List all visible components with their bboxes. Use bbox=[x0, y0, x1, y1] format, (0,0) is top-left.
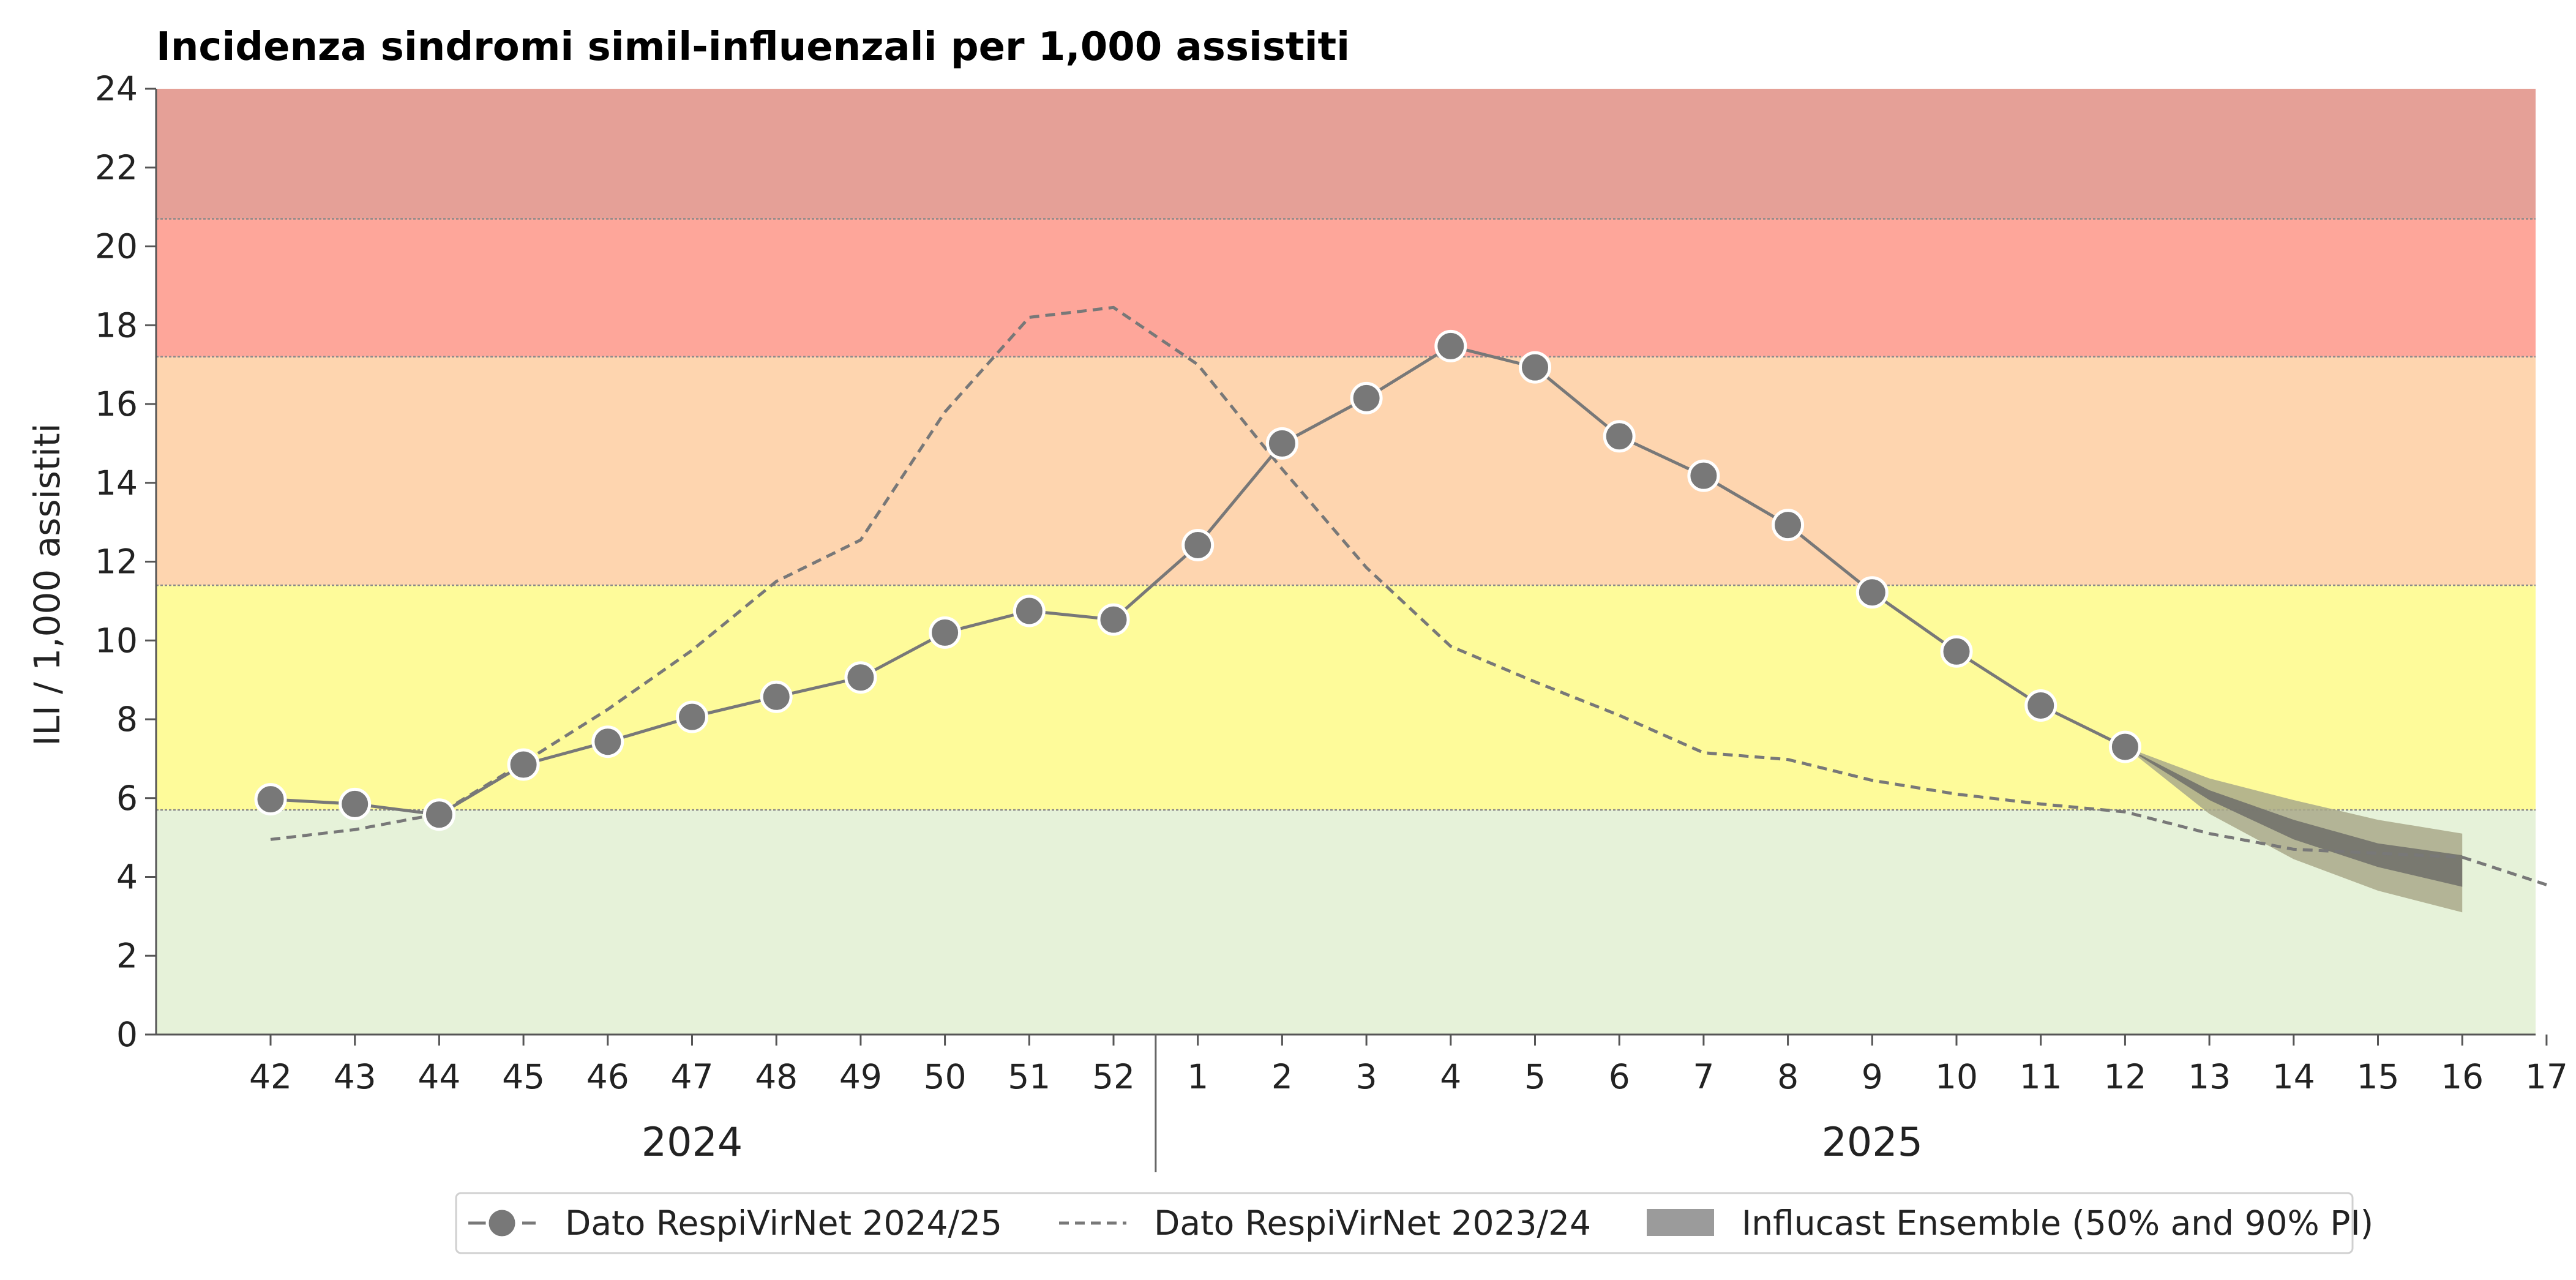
y-tick-label: 2 bbox=[116, 936, 138, 975]
series-2024-25 bbox=[254, 329, 2141, 831]
data-point-2024-25 bbox=[339, 787, 372, 820]
x-tick-label: 16 bbox=[2441, 1057, 2484, 1096]
x-tick-label: 15 bbox=[2357, 1057, 2400, 1096]
x-tick-label: 14 bbox=[2272, 1057, 2315, 1096]
data-point-2024-25 bbox=[591, 725, 624, 758]
x-tick-label: 43 bbox=[334, 1057, 376, 1096]
x-tick-label: 45 bbox=[502, 1057, 545, 1096]
data-point-2024-25 bbox=[1265, 427, 1298, 460]
forecast-pi50-band bbox=[2125, 747, 2463, 887]
x-tick-label: 47 bbox=[671, 1057, 714, 1096]
legend-current-marker bbox=[485, 1207, 519, 1240]
x-tick-label: 44 bbox=[417, 1057, 460, 1096]
year-label: 2024 bbox=[642, 1120, 743, 1166]
data-point-2024-25 bbox=[760, 680, 793, 713]
y-tick-label: 20 bbox=[95, 227, 138, 266]
data-point-2024-25 bbox=[507, 748, 540, 781]
legend-current-label: Dato RespiVirNet 2024/25 bbox=[565, 1203, 1002, 1243]
data-point-2024-25 bbox=[1687, 459, 1720, 492]
y-tick-label: 16 bbox=[95, 384, 138, 424]
x-tick-label: 2 bbox=[1271, 1057, 1293, 1096]
x-tick-label: 17 bbox=[2525, 1057, 2568, 1096]
intensity-band-3 bbox=[156, 219, 2536, 357]
x-tick-label: 46 bbox=[586, 1057, 629, 1096]
x-tick-label: 7 bbox=[1693, 1057, 1714, 1096]
intensity-band-1 bbox=[156, 585, 2536, 810]
legend-forecast-label: Influcast Ensemble (50% and 90% PI) bbox=[1742, 1203, 2373, 1243]
series-2023-24 bbox=[270, 305, 2547, 886]
x-tick-label: 42 bbox=[249, 1057, 292, 1096]
intensity-band-0 bbox=[156, 810, 2536, 1035]
legend-forecast-swatch bbox=[1647, 1209, 1714, 1236]
data-point-2024-25 bbox=[422, 798, 455, 831]
x-tick-label: 9 bbox=[1862, 1057, 1883, 1096]
data-point-2024-25 bbox=[1603, 420, 1636, 453]
y-tick-label: 24 bbox=[95, 69, 138, 108]
chart-title: Incidenza sindromi simil-influenzali per… bbox=[156, 24, 1350, 70]
data-point-2024-25 bbox=[2108, 730, 2141, 763]
data-point-2024-25 bbox=[1940, 635, 1973, 668]
x-tick-label: 11 bbox=[2020, 1057, 2062, 1096]
y-axis-label: ILI / 1,000 assistiti bbox=[26, 423, 68, 746]
x-axis: 42 43 44 45 46 47 48 49 50 51 52 1 2 3 4 5 6 7 8 9 10 11 12 13 1… bbox=[156, 1033, 2568, 1172]
x-tick-label: 5 bbox=[1524, 1057, 1546, 1096]
x-tick-label: 8 bbox=[1777, 1057, 1799, 1096]
series-line-2023-24 bbox=[270, 305, 2547, 886]
data-point-2024-25 bbox=[676, 700, 708, 733]
intensity-band-2 bbox=[156, 356, 2536, 586]
y-tick-label: 12 bbox=[95, 542, 138, 582]
data-point-2024-25 bbox=[1772, 509, 1805, 542]
y-tick-label: 4 bbox=[116, 858, 138, 897]
x-tick-label: 13 bbox=[2188, 1057, 2231, 1096]
data-point-2024-25 bbox=[1350, 381, 1383, 414]
y-tick-label: 10 bbox=[95, 621, 138, 660]
intensity-band-4 bbox=[156, 89, 2536, 219]
x-tick-label: 4 bbox=[1440, 1057, 1461, 1096]
data-point-2024-25 bbox=[929, 616, 962, 649]
legend-box bbox=[455, 1192, 2354, 1254]
x-tick-label: 49 bbox=[839, 1057, 882, 1096]
x-tick-label: 12 bbox=[2103, 1057, 2146, 1096]
x-tick-label: 50 bbox=[924, 1057, 967, 1096]
forecast-bands bbox=[2125, 747, 2463, 913]
legend: Dato RespiVirNet 2024/25 Dato RespiVirNe… bbox=[455, 1192, 2373, 1254]
y-tick-label: 6 bbox=[116, 779, 138, 818]
x-tick-label: 52 bbox=[1092, 1057, 1135, 1096]
y-tick-label: 8 bbox=[116, 700, 138, 739]
y-tick-label: 18 bbox=[95, 305, 138, 345]
data-point-2024-25 bbox=[844, 661, 877, 694]
data-point-2024-25 bbox=[1181, 528, 1215, 561]
x-tick-label: 1 bbox=[1187, 1057, 1208, 1096]
data-point-2024-25 bbox=[1519, 351, 1551, 384]
x-tick-label: 51 bbox=[1008, 1057, 1050, 1096]
data-point-2024-25 bbox=[254, 783, 287, 816]
data-point-2024-25 bbox=[2024, 689, 2057, 722]
y-tick-label: 22 bbox=[95, 148, 138, 187]
x-tick-label: 10 bbox=[1935, 1057, 1978, 1096]
intensity-bands bbox=[156, 89, 2536, 1035]
data-point-2024-25 bbox=[1013, 594, 1046, 627]
y-tick-label: 0 bbox=[116, 1015, 138, 1054]
legend-previous-label: Dato RespiVirNet 2023/24 bbox=[1154, 1203, 1591, 1243]
x-tick-label: 6 bbox=[1609, 1057, 1630, 1096]
x-tick-label: 48 bbox=[755, 1057, 798, 1096]
y-tick-label: 14 bbox=[95, 463, 138, 503]
data-point-2024-25 bbox=[1855, 576, 1889, 609]
year-label: 2025 bbox=[1822, 1120, 1923, 1166]
data-point-2024-25 bbox=[1434, 329, 1467, 362]
data-point-2024-25 bbox=[1097, 603, 1130, 636]
x-tick-label: 3 bbox=[1356, 1057, 1377, 1096]
